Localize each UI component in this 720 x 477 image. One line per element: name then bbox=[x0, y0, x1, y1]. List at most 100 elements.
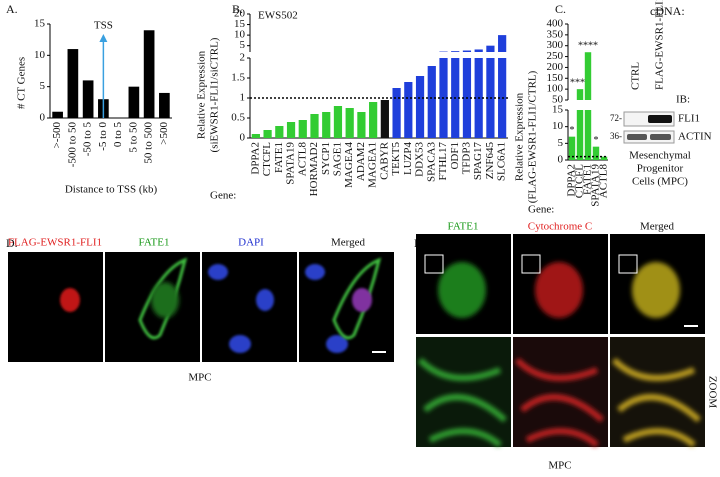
x-tick-label: SPACA3 bbox=[425, 142, 437, 182]
zoom-box bbox=[521, 254, 541, 274]
x-axis-label: Gene: bbox=[528, 204, 554, 216]
x-tick-label: >-500 bbox=[51, 122, 63, 149]
texture bbox=[611, 357, 701, 448]
panel-e: E. FATE1 Cytochrome C Merged ZOOM MPC bbox=[414, 221, 718, 472]
x-tick-label: SPAG17 bbox=[472, 142, 484, 181]
x-tick-label: 5 to 50 bbox=[127, 122, 139, 153]
x-tick-label: >500 bbox=[158, 122, 170, 145]
bar-upper bbox=[576, 89, 584, 100]
zoom-box bbox=[424, 254, 444, 274]
bar bbox=[369, 102, 378, 138]
y-tick-label: 10 bbox=[552, 120, 564, 132]
bar bbox=[128, 86, 140, 118]
x-tick-label: ADAM2 bbox=[355, 142, 367, 181]
x-tick-label: CTCFL bbox=[261, 142, 273, 177]
y-tick-label: 300 bbox=[547, 39, 564, 51]
channel-label: FLAG-EWSR1-FLI1 bbox=[8, 237, 102, 249]
y-tick-label: 350 bbox=[547, 28, 564, 40]
marker-label: 72- bbox=[610, 113, 622, 123]
y-tick-label: 0.5 bbox=[231, 112, 245, 124]
x-tick-label: CABYR bbox=[378, 141, 390, 180]
bar bbox=[263, 130, 272, 138]
bar bbox=[298, 120, 307, 138]
channel-label: Merged bbox=[331, 237, 366, 249]
x-tick-label: TEKT5 bbox=[390, 142, 402, 176]
tss-arrowhead bbox=[99, 34, 108, 42]
x-tick-label: -500 to 50 bbox=[66, 122, 78, 168]
x-tick-label: 0 to 5 bbox=[112, 122, 124, 148]
x-tick-label: LUZP4 bbox=[402, 142, 414, 176]
cell bbox=[151, 282, 179, 318]
panel-label: B. bbox=[232, 2, 243, 16]
nucleus bbox=[60, 288, 80, 312]
significance: * bbox=[594, 135, 599, 146]
x-tick-label: CTCFL bbox=[574, 164, 586, 199]
bar bbox=[392, 88, 401, 138]
bar bbox=[584, 110, 592, 160]
x-tick-label: SPATA19 bbox=[590, 164, 602, 207]
micrograph bbox=[8, 252, 103, 362]
bar bbox=[52, 111, 63, 118]
texture bbox=[417, 357, 507, 448]
y-tick-label: 0 bbox=[240, 132, 246, 144]
y-tick-label: 5 bbox=[240, 39, 246, 51]
significance: **** bbox=[570, 77, 590, 88]
x-tick-label: SYCP1 bbox=[320, 142, 332, 175]
texture bbox=[514, 357, 604, 448]
x-axis-label: Gene: bbox=[210, 190, 236, 202]
nucleus bbox=[208, 264, 228, 280]
x-axis-label: Distance to TSS (kb) bbox=[65, 184, 158, 196]
blot-title: cDNA: bbox=[650, 4, 685, 18]
caption: MPC bbox=[188, 372, 211, 384]
y-axis-label: (FLAG-EWSR1-FLI1/CTRL) bbox=[527, 70, 539, 203]
bar bbox=[143, 30, 155, 119]
x-tick-label: MAGEA4 bbox=[343, 142, 355, 188]
bar bbox=[568, 136, 576, 160]
bar bbox=[345, 108, 354, 138]
blot: cDNA: CTRL FLAG-EWSR1-FLI1 IB: FLI1 ACTI… bbox=[610, 0, 712, 188]
cell bbox=[438, 262, 486, 318]
y-tick-label: 10 bbox=[34, 49, 46, 61]
bar bbox=[576, 110, 584, 160]
bar-upper bbox=[462, 50, 472, 52]
y-tick-label: 1.5 bbox=[231, 72, 245, 84]
bar bbox=[415, 76, 425, 138]
bar bbox=[82, 80, 94, 118]
y-axis-label: # CT Genes bbox=[16, 57, 28, 109]
marker-label: 36- bbox=[610, 131, 622, 141]
caption: MPC bbox=[548, 460, 571, 472]
bar bbox=[310, 114, 319, 138]
cell bbox=[535, 262, 583, 318]
y-tick-label: 200 bbox=[547, 61, 564, 73]
x-tick-label: ACTL8 bbox=[296, 142, 308, 177]
bar bbox=[333, 106, 343, 138]
bar-upper bbox=[584, 52, 592, 100]
y-tick-label: 15 bbox=[234, 18, 246, 30]
y-tick-label: 1 bbox=[240, 92, 246, 104]
bar-upper bbox=[451, 51, 460, 52]
bar bbox=[286, 122, 296, 138]
panel-label: D. bbox=[6, 236, 18, 250]
y-tick-label: 20 bbox=[234, 8, 246, 20]
channel-label: Merged bbox=[640, 221, 675, 233]
panel-label: A. bbox=[6, 2, 18, 16]
bar bbox=[251, 134, 260, 138]
channel-label: FATE1 bbox=[448, 221, 479, 233]
lane-label: FLAG-EWSR1-FLI1 bbox=[654, 0, 666, 90]
bar-upper bbox=[486, 45, 495, 52]
x-tick-label: FTHL17 bbox=[437, 142, 449, 181]
nucleus bbox=[352, 288, 372, 312]
y-axis-label: Relative Expression bbox=[514, 92, 526, 181]
nucleus bbox=[326, 335, 348, 353]
y-tick-label: 100 bbox=[547, 83, 564, 95]
x-tick-label: FATE1 bbox=[582, 164, 594, 195]
x-tick-label: DPPA2 bbox=[249, 142, 261, 175]
nucleus bbox=[256, 289, 274, 311]
band-label: FLI1 bbox=[678, 113, 700, 125]
panel-label: C. bbox=[555, 2, 566, 16]
bar bbox=[600, 156, 608, 160]
blot-caption: Mesenchymal bbox=[629, 150, 691, 162]
y-tick-label: 15 bbox=[34, 18, 46, 30]
cell bbox=[632, 262, 680, 318]
